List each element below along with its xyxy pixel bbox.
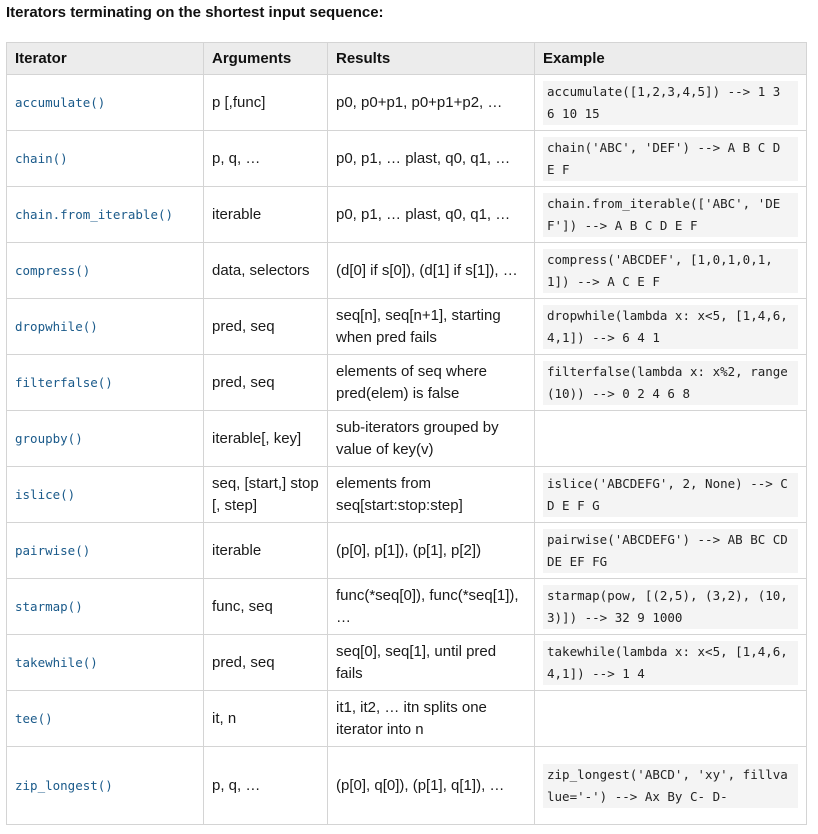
table-row: islice() seq, [start,] stop [, step] ele… — [6, 466, 807, 523]
column-header-results: Results — [327, 42, 535, 75]
example-code: zip_longest('ABCD', 'xy', fillvalue='-')… — [543, 763, 798, 808]
results-text: (p[0], p[1]), (p[1], p[2]) — [336, 541, 482, 559]
example-cell: dropwhile(lambda x: x<5, [1,4,6,4,1]) --… — [534, 298, 807, 355]
arguments-cell: p, q, … — [203, 130, 328, 187]
results-text: p0, p0+p1, p0+p1+p2, … — [336, 93, 503, 111]
example-code: filterfalse(lambda x: x%2, range(10)) --… — [543, 360, 798, 405]
example-cell — [534, 690, 807, 747]
results-cell: func(*seq[0]), func(*seq[1]), … — [327, 578, 535, 635]
results-cell: p0, p1, … plast, q0, q1, … — [327, 186, 535, 243]
results-cell: (p[0], q[0]), (p[1], q[1]), … — [327, 746, 535, 825]
example-cell — [534, 410, 807, 467]
table-row: tee() it, n it1, it2, … itn splits one i… — [6, 690, 807, 747]
iterator-name[interactable]: groupby() — [6, 410, 204, 467]
column-header-arguments: Arguments — [203, 42, 328, 75]
example-cell: starmap(pow, [(2,5), (3,2), (10,3)]) -->… — [534, 578, 807, 635]
arguments-cell: p, q, … — [203, 746, 328, 825]
table-row: chain() p, q, … p0, p1, … plast, q0, q1,… — [6, 130, 807, 187]
example-code: compress('ABCDEF', [1,0,1,0,1,1]) --> A … — [543, 248, 798, 293]
example-cell: compress('ABCDEF', [1,0,1,0,1,1]) --> A … — [534, 242, 807, 299]
results-cell: seq[0], seq[1], until pred fails — [327, 634, 535, 691]
results-cell: p0, p1, … plast, q0, q1, … — [327, 130, 535, 187]
example-code: chain('ABC', 'DEF') --> A B C D E F — [543, 136, 798, 181]
table-row: accumulate() p [,func] p0, p0+p1, p0+p1+… — [6, 74, 807, 131]
table-row: starmap() func, seq func(*seq[0]), func(… — [6, 578, 807, 635]
results-cell: elements from seq[start:stop:step] — [327, 466, 535, 523]
table-row: compress() data, selectors (d[0] if s[0]… — [6, 242, 807, 299]
iterator-name[interactable]: tee() — [6, 690, 204, 747]
arguments-cell: data, selectors — [203, 242, 328, 299]
iterator-name[interactable]: pairwise() — [6, 522, 204, 579]
example-code: starmap(pow, [(2,5), (3,2), (10,3)]) -->… — [543, 584, 798, 629]
example-code: pairwise('ABCDEFG') --> AB BC CD DE EF F… — [543, 528, 798, 573]
iterators-table: Iterator Arguments Results Example accum… — [6, 42, 807, 825]
table-row: filterfalse() pred, seq elements of seq … — [6, 354, 807, 411]
results-cell: sub-iterators grouped by value of key(v) — [327, 410, 535, 467]
table-row: zip_longest() p, q, … (p[0], q[0]), (p[1… — [6, 746, 807, 825]
table-row: groupby() iterable[, key] sub-iterators … — [6, 410, 807, 467]
example-cell: chain('ABC', 'DEF') --> A B C D E F — [534, 130, 807, 187]
arguments-cell: p [,func] — [203, 74, 328, 131]
iterator-name[interactable]: compress() — [6, 242, 204, 299]
results-cell: (d[0] if s[0]), (d[1] if s[1]), … — [327, 242, 535, 299]
results-cell: it1, it2, … itn splits one iterator into… — [327, 690, 535, 747]
table-row: takewhile() pred, seq seq[0], seq[1], un… — [6, 634, 807, 691]
example-code: accumulate([1,2,3,4,5]) --> 1 3 6 10 15 — [543, 80, 798, 125]
results-cell: elements of seq where pred(elem) is fals… — [327, 354, 535, 411]
results-text: p0, p1, … plast, q0, q1, … — [336, 205, 511, 223]
iterator-name[interactable]: zip_longest() — [6, 746, 204, 825]
example-cell: zip_longest('ABCD', 'xy', fillvalue='-')… — [534, 746, 807, 825]
column-header-iterator: Iterator — [6, 42, 204, 75]
arguments-cell: func, seq — [203, 578, 328, 635]
arguments-cell: iterable — [203, 522, 328, 579]
example-code: dropwhile(lambda x: x<5, [1,4,6,4,1]) --… — [543, 304, 798, 349]
arguments-cell: iterable — [203, 186, 328, 243]
iterator-name[interactable]: chain.from_iterable() — [6, 186, 204, 243]
example-cell: pairwise('ABCDEFG') --> AB BC CD DE EF F… — [534, 522, 807, 579]
table-row: pairwise() iterable (p[0], p[1]), (p[1],… — [6, 522, 807, 579]
results-text: p0, p1, … plast, q0, q1, … — [336, 149, 511, 167]
example-cell: chain.from_iterable(['ABC', 'DEF']) --> … — [534, 186, 807, 243]
arguments-cell: it, n — [203, 690, 328, 747]
iterator-name[interactable]: islice() — [6, 466, 204, 523]
example-code: takewhile(lambda x: x<5, [1,4,6,4,1]) --… — [543, 640, 798, 685]
arguments-cell: pred, seq — [203, 298, 328, 355]
iterator-name[interactable]: chain() — [6, 130, 204, 187]
arguments-cell: pred, seq — [203, 634, 328, 691]
results-cell: (p[0], p[1]), (p[1], p[2]) — [327, 522, 535, 579]
results-text: (p[0], q[0]), (p[1], q[1]), … — [336, 776, 505, 794]
iterator-name[interactable]: starmap() — [6, 578, 204, 635]
table-row: dropwhile() pred, seq seq[n], seq[n+1], … — [6, 298, 807, 355]
example-code: chain.from_iterable(['ABC', 'DEF']) --> … — [543, 192, 798, 237]
iterator-name[interactable]: accumulate() — [6, 74, 204, 131]
example-cell: takewhile(lambda x: x<5, [1,4,6,4,1]) --… — [534, 634, 807, 691]
example-cell: filterfalse(lambda x: x%2, range(10)) --… — [534, 354, 807, 411]
iterator-name[interactable]: takewhile() — [6, 634, 204, 691]
arguments-cell: seq, [start,] stop [, step] — [203, 466, 328, 523]
arguments-cell: pred, seq — [203, 354, 328, 411]
iterator-name[interactable]: filterfalse() — [6, 354, 204, 411]
results-cell: seq[n], seq[n+1], starting when pred fai… — [327, 298, 535, 355]
arguments-cell: iterable[, key] — [203, 410, 328, 467]
column-header-example: Example — [534, 42, 807, 75]
table-row: chain.from_iterable() iterable p0, p1, …… — [6, 186, 807, 243]
example-cell: accumulate([1,2,3,4,5]) --> 1 3 6 10 15 — [534, 74, 807, 131]
iterator-name[interactable]: dropwhile() — [6, 298, 204, 355]
example-cell: islice('ABCDEFG', 2, None) --> C D E F G — [534, 466, 807, 523]
section-heading: Iterators terminating on the shortest in… — [6, 4, 384, 21]
example-code: islice('ABCDEFG', 2, None) --> C D E F G — [543, 472, 798, 517]
results-cell: p0, p0+p1, p0+p1+p2, … — [327, 74, 535, 131]
table-header-row: Iterator Arguments Results Example — [6, 42, 807, 75]
